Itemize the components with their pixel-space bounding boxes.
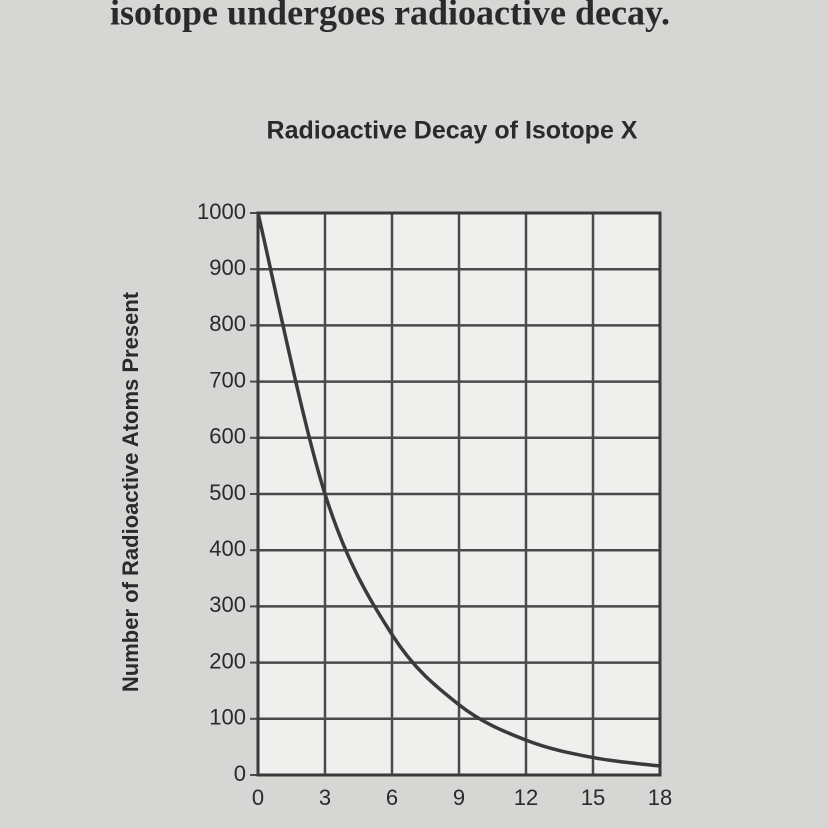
y-tick-label: 900 <box>209 255 246 280</box>
y-axis-label: Number of Radioactive Atoms Present <box>118 291 143 692</box>
y-tick-label: 500 <box>209 480 246 505</box>
decay-curve <box>256 212 661 768</box>
x-tick-label: 3 <box>319 785 331 810</box>
y-tick-label: 200 <box>209 648 246 673</box>
x-tick-label: 15 <box>581 785 605 810</box>
y-tick-label: 400 <box>209 536 246 561</box>
header-text: isotope undergoes radioactive decay. <box>110 0 670 32</box>
y-tick-label: 1000 <box>197 199 246 224</box>
x-tick-label: 6 <box>386 785 398 810</box>
chart-title: Radioactive Decay of Isotope X <box>267 117 638 145</box>
y-tick-label: 300 <box>209 592 246 617</box>
y-tick-label: 800 <box>209 311 246 336</box>
x-tick-label: 9 <box>453 785 465 810</box>
y-tick-label: 100 <box>209 705 246 730</box>
x-tick-label: 0 <box>252 785 264 810</box>
y-tick-label: 600 <box>209 424 246 449</box>
y-tick-label: 0 <box>234 761 246 786</box>
plot-frame <box>256 211 662 777</box>
x-tick-label: 12 <box>514 785 538 810</box>
x-tick-label: 18 <box>648 785 672 810</box>
y-tick-label: 700 <box>209 367 246 392</box>
